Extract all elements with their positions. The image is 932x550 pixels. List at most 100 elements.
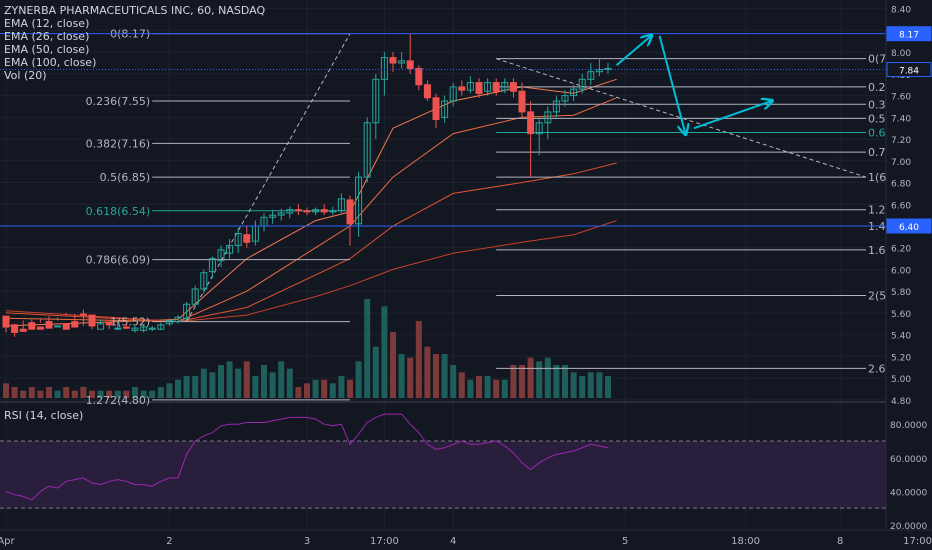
candle-body [372,78,380,124]
price-tag-box [886,62,932,78]
legend-ema-100[interactable]: EMA (100, close) [4,56,97,69]
volume-bar [63,387,70,398]
candle-body [183,303,191,319]
price-axis-tick: 6.20 [891,245,911,255]
volume-bar [11,387,18,398]
chart-title: ZYNERBA PHARMACEUTICALS INC, 60, NASDAQ [4,4,266,17]
candle-body [312,209,320,213]
volume-bar [355,361,362,398]
candle-body [62,323,70,330]
volume-bar [372,346,379,398]
volume-bar [544,357,551,398]
candle-body [509,82,517,92]
price-axis-tick: 6.00 [891,266,911,276]
volume-bar [596,372,603,398]
candle-body [286,209,294,214]
price-axis-tick: 7.60 [891,93,911,103]
volume-bar [510,365,517,398]
candle-body [36,326,44,330]
volume-bar [519,365,525,398]
price-axis-tick: 5.20 [891,353,911,363]
candle-body [544,111,552,124]
rsi-legend[interactable]: RSI (14, close) [4,409,84,422]
volume-bar [149,390,156,398]
candle-body [165,320,173,325]
volume-bar [433,354,439,398]
volume-bar [114,390,121,398]
volume-bar [54,390,61,398]
volume-bar [97,390,104,398]
volume-bar [261,365,267,398]
volume-bar [536,361,543,398]
volume-bar [269,372,276,398]
price-axis-tick: 8.00 [891,49,911,59]
candle-body [88,314,96,327]
time-axis-tick: 2 [166,536,172,547]
legend-ema-50[interactable]: EMA (50, close) [4,43,90,56]
volume-bar [415,321,422,398]
candle-body [552,100,560,113]
candle-body [174,316,182,323]
fib-level-label: 0.618(6.54) [86,205,151,218]
volume-bar [106,390,113,398]
candle-body [475,82,483,94]
rsi-axis-tick: 80.0000 [890,421,927,431]
volume-bar [398,354,405,398]
price-axis-tick: 7.00 [891,158,911,168]
time-axis-tick: 17:00 [370,536,399,547]
candle-body [329,210,337,213]
candle-body [415,67,423,86]
candle-body [363,122,371,178]
fib-level-label: 0.382(7.16) [86,137,151,150]
volume-bar [20,390,27,398]
ema-line [5,162,617,323]
price-axis-panel [886,0,932,550]
legend-ema-26[interactable]: EMA (26, close) [4,30,90,43]
time-axis-tick: 3 [304,536,310,547]
candle-body [269,214,277,218]
candle-body [191,288,199,305]
volume-bar [484,376,491,398]
volume-bar [278,361,285,398]
volume-bar [243,361,250,398]
legend-ema-12[interactable]: EMA (12, close) [4,17,90,30]
rsi-band [0,440,886,509]
price-axis-tick: 8.40 [891,6,911,16]
volume-bar [321,379,328,398]
time-axis-tick: 5 [622,536,628,547]
volume-bar [235,368,242,398]
volume-bar [295,387,302,398]
candle-body [71,321,79,328]
price-axis-tick: 5.80 [891,288,911,298]
projection-arrow [658,35,686,134]
volume-bar [467,379,474,398]
volume-bar [347,379,353,398]
volume-bar [338,376,345,398]
volume-bar [80,387,87,398]
trend-line [496,58,867,178]
candle-body [535,122,543,135]
candle-body [449,86,457,102]
volume-bar [304,383,310,398]
candle-body [243,234,251,243]
candle-body [527,111,535,135]
candle-body [406,60,414,69]
candle-body [492,82,500,92]
price-axis-tick: 5.00 [891,375,911,385]
candle-body [105,322,113,326]
volume-bar [329,383,336,398]
price-tag-label: 8.17 [899,31,919,41]
volume-bar [390,332,396,398]
candle-body [587,71,595,80]
candle-body [346,199,354,225]
price-axis-tick: 6.80 [891,180,911,190]
price-axis-tick: 7.40 [891,114,911,124]
volume-bar [562,365,568,398]
legend-volume[interactable]: Vol (20) [4,69,47,82]
volume-bar [140,390,147,398]
volume-bar [364,299,371,398]
projection-arrow [693,101,771,130]
candle-body [79,313,87,316]
candle-body [320,209,328,213]
